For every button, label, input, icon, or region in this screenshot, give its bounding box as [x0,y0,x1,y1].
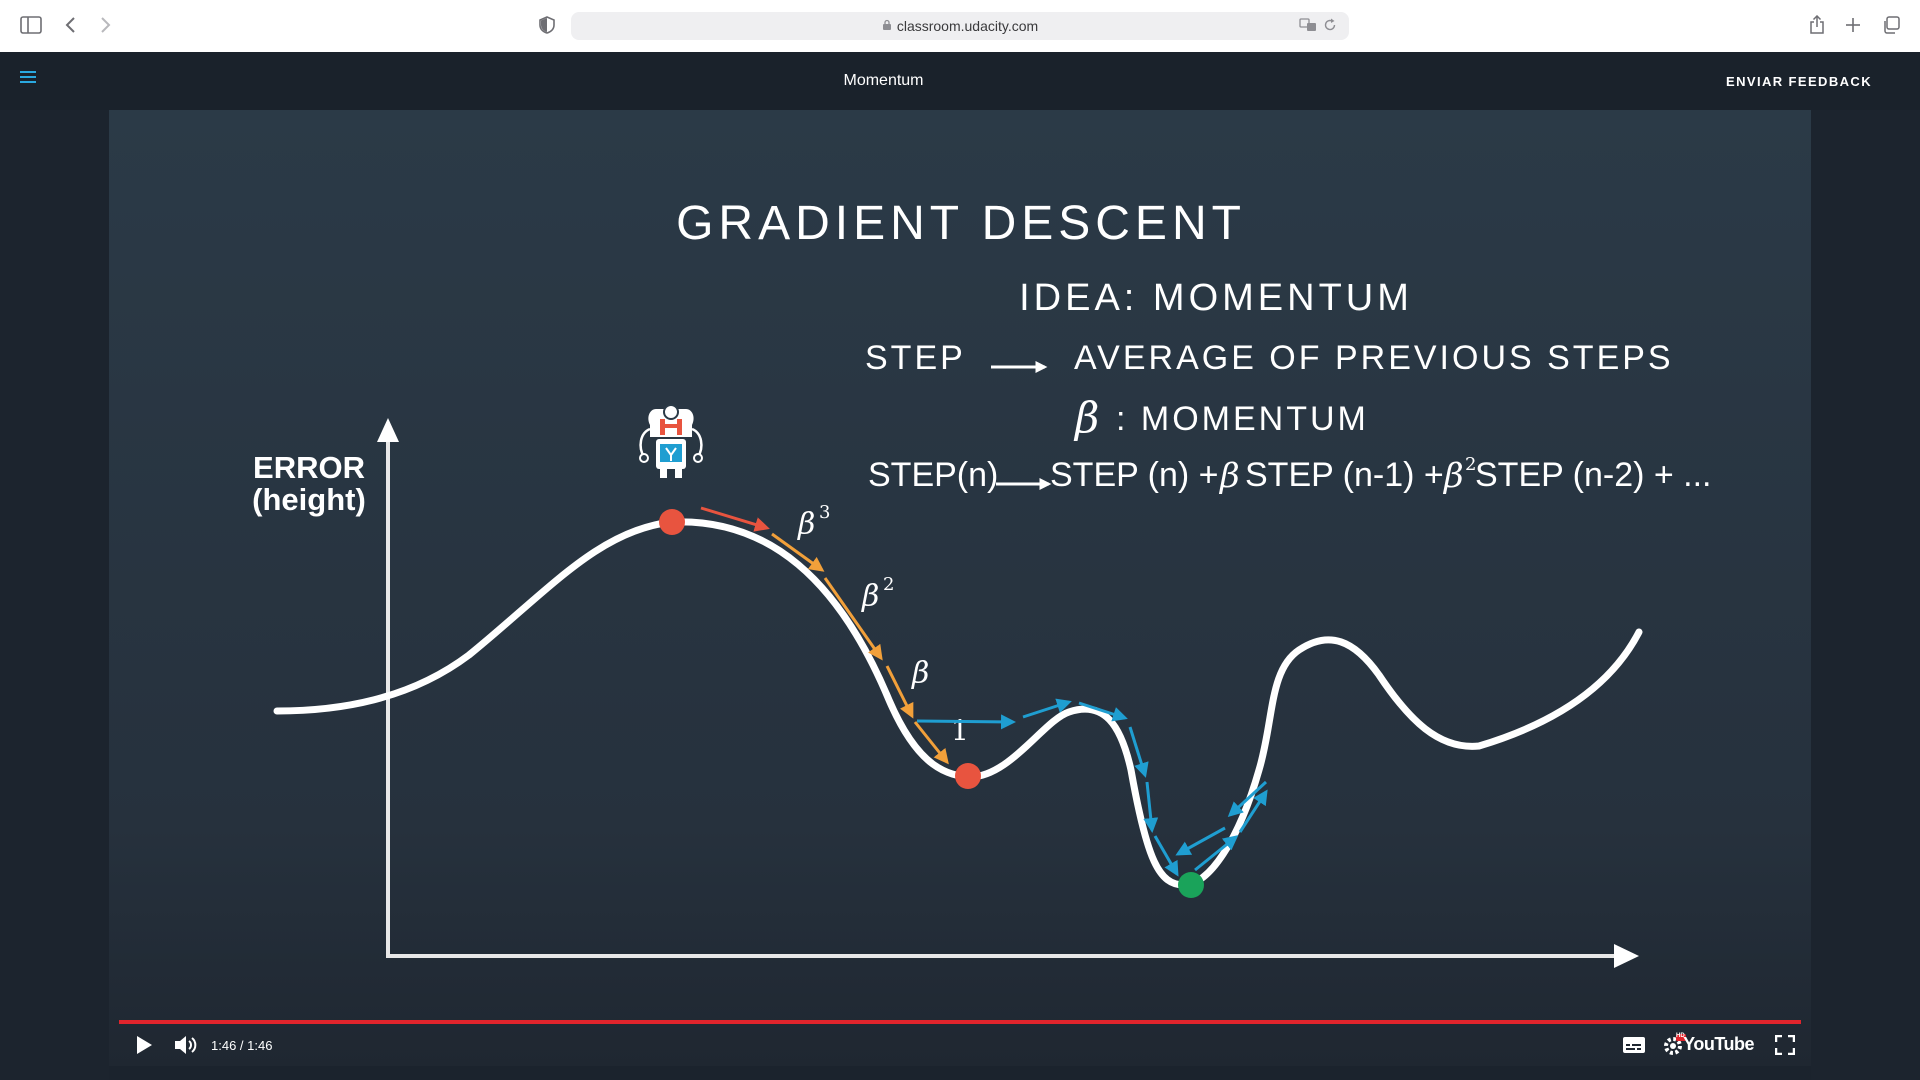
blue-arrow-6 [1153,835,1179,877]
blue-arrow-10 [1227,780,1268,818]
blue-arrow-9 [1238,789,1268,833]
formula-term-2: STEP (n-1) + [1245,456,1444,494]
formula-term-3: STEP (n-2) + ... [1475,456,1712,494]
tab-overview-icon[interactable] [1878,12,1904,38]
browser-toolbar: classroom.udacity.com [0,0,1920,53]
x-axis-arrowhead [1614,944,1639,968]
page-title: Momentum [843,72,924,89]
idea-text: IDEA: MOMENTUM [1019,277,1413,319]
new-tab-icon[interactable] [1840,12,1866,38]
subtitles-button[interactable] [1619,1032,1649,1058]
video-player[interactable]: GRADIENT DESCENT IDEA: MOMENTUM STEP AVE… [109,110,1811,1066]
robot-icon [639,404,703,478]
volume-button[interactable] [171,1032,201,1058]
global-minimum-ball [1178,872,1204,898]
blue-step-arrows [916,698,1268,877]
y-axis-label-line2: (height) [252,482,366,517]
orange-step-arrow-4 [913,721,949,765]
start-ball [659,509,685,535]
label-beta-cubed: β [797,507,815,542]
label-beta-cubed-exponent: 3 [819,502,830,523]
beta-symbol: β [1073,393,1099,442]
blue-arrow-4 [1128,726,1149,778]
left-gutter [0,110,109,1080]
blue-arrow-3 [1078,701,1128,722]
label-one: 1 [951,714,969,747]
hd-badge: HD [1676,1033,1685,1039]
beta-definition: : MOMENTUM [1116,400,1369,438]
reload-icon[interactable] [1323,18,1337,35]
y-axis-arrowhead [377,418,399,442]
error-curve [273,518,1643,889]
hamburger-menu-icon[interactable] [18,68,44,94]
formula-beta-2-exponent: 2 [1465,454,1476,475]
step-target-text: AVERAGE OF PREVIOUS STEPS [1074,339,1674,377]
orange-step-arrow-1 [771,532,825,572]
settings-gear-icon[interactable]: HD [1659,1032,1689,1058]
blue-arrow-2 [1022,698,1072,719]
local-minimum-ball [955,763,981,789]
youtube-logo[interactable]: YouTube [1683,1034,1754,1054]
translate-icon[interactable] [1299,18,1317,35]
blue-arrow-5 [1143,781,1159,833]
address-bar[interactable]: classroom.udacity.com [571,12,1349,40]
send-feedback-button[interactable]: ENVIAR FEEDBACK [1726,74,1872,89]
blue-arrow-1 [916,714,1016,730]
slide-canvas: GRADIENT DESCENT IDEA: MOMENTUM STEP AVE… [252,197,1712,968]
formula-term-1: STEP (n) + [1050,456,1219,494]
orange-step-arrow-2 [823,577,883,661]
y-axis-label-line1: ERROR [253,450,365,485]
blue-arrow-8 [1175,826,1226,856]
progress-bar[interactable] [119,1020,1801,1024]
slide-title: GRADIENT DESCENT [676,197,1246,250]
share-icon[interactable] [1804,12,1830,38]
play-button[interactable] [129,1032,159,1058]
right-gutter [1811,110,1920,1080]
red-step-arrow [700,506,770,532]
player-controls: 1:46 / 1:46 HD YouTube [109,1020,1811,1066]
blue-arrow-7 [1194,835,1239,872]
privacy-shield-icon[interactable] [534,12,560,38]
forward-icon[interactable] [92,12,118,38]
formula-beta-1: β [1218,456,1240,496]
formula-lhs: STEP(n) [868,456,998,494]
lock-icon [882,18,892,34]
label-beta: β [911,656,929,691]
orange-step-arrow-3 [885,665,914,719]
formula-beta-2: β [1442,456,1464,496]
time-display: 1:46 / 1:46 [211,1038,273,1053]
fullscreen-button[interactable] [1771,1032,1799,1058]
step-label: STEP [865,339,966,377]
classroom-header: Momentum ENVIAR FEEDBACK [0,52,1920,110]
label-beta-squared: β [861,579,879,614]
back-icon[interactable] [58,12,84,38]
label-beta-squared-exponent: 2 [883,574,894,595]
url-text: classroom.udacity.com [896,18,1039,34]
sidebar-toggle-icon[interactable] [18,12,44,38]
